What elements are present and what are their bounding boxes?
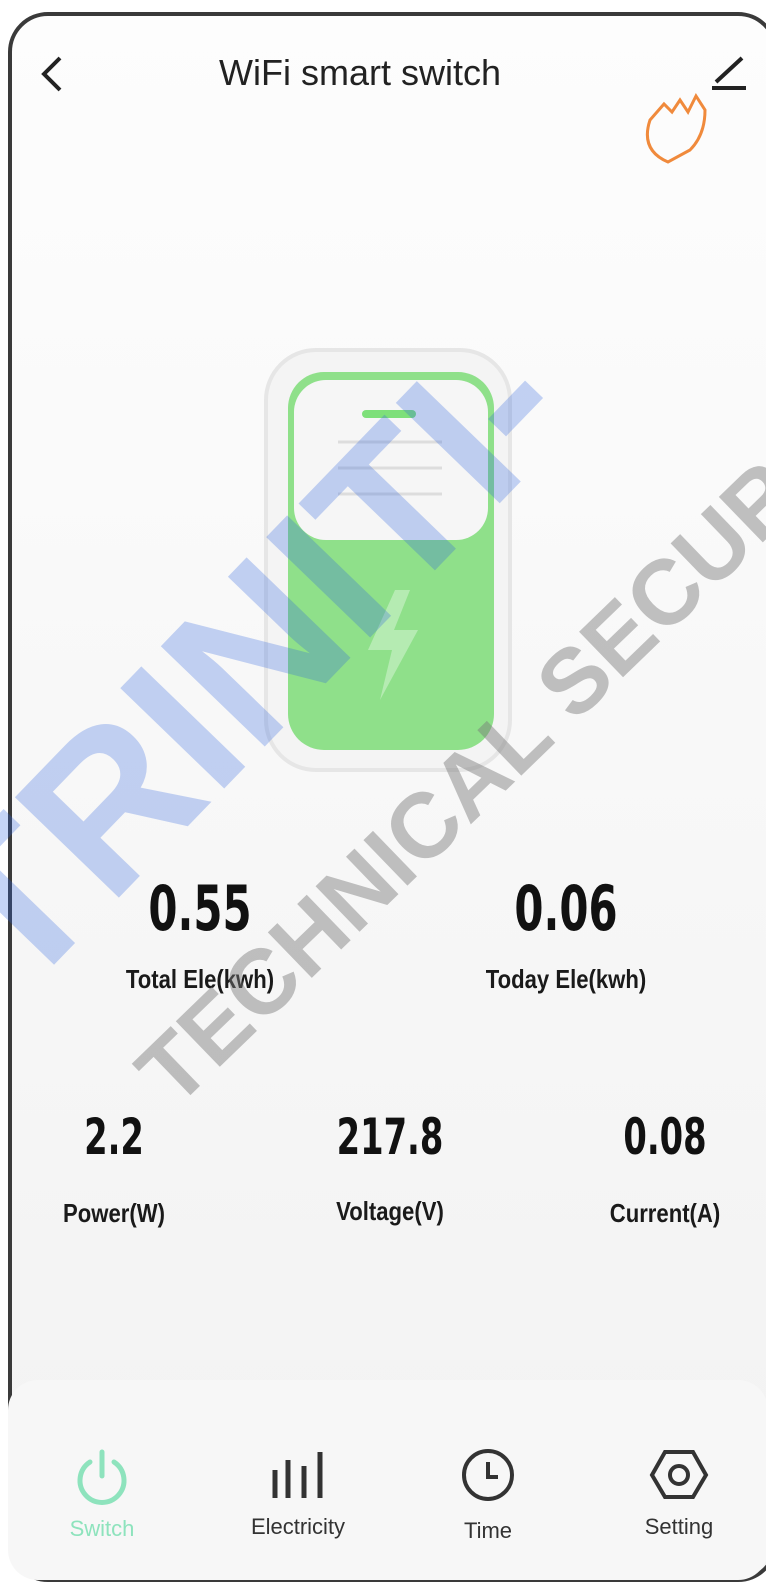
setting-icon[interactable] [652,1452,706,1497]
current-label: Current(A) [589,1198,742,1229]
today-energy-value: 0.06 [491,872,641,945]
tab-electricity[interactable]: Electricity [218,1514,378,1540]
power-label: Power(W) [46,1198,182,1229]
page: WiFi smart switch 0.55 Total Ele(kwh) 0.… [0,0,766,1572]
electricity-icon[interactable] [275,1452,320,1498]
voltage-label: Voltage(V) [314,1196,467,1227]
tab-time[interactable]: Time [408,1518,568,1544]
tab-switch[interactable]: Switch [22,1516,182,1542]
page-title: WiFi smart switch [0,52,720,94]
total-energy-value: 0.55 [125,872,275,945]
tab-setting[interactable]: Setting [599,1514,759,1540]
power-value: 2.2 [62,1108,167,1166]
tab-icons [0,0,766,1572]
total-energy-label: Total Ele(kwh) [81,964,319,995]
today-energy-label: Today Ele(kwh) [447,964,685,995]
switch-icon[interactable] [80,1452,124,1502]
current-value: 0.08 [605,1108,725,1166]
time-icon[interactable] [464,1451,512,1499]
voltage-value: 217.8 [323,1108,458,1166]
